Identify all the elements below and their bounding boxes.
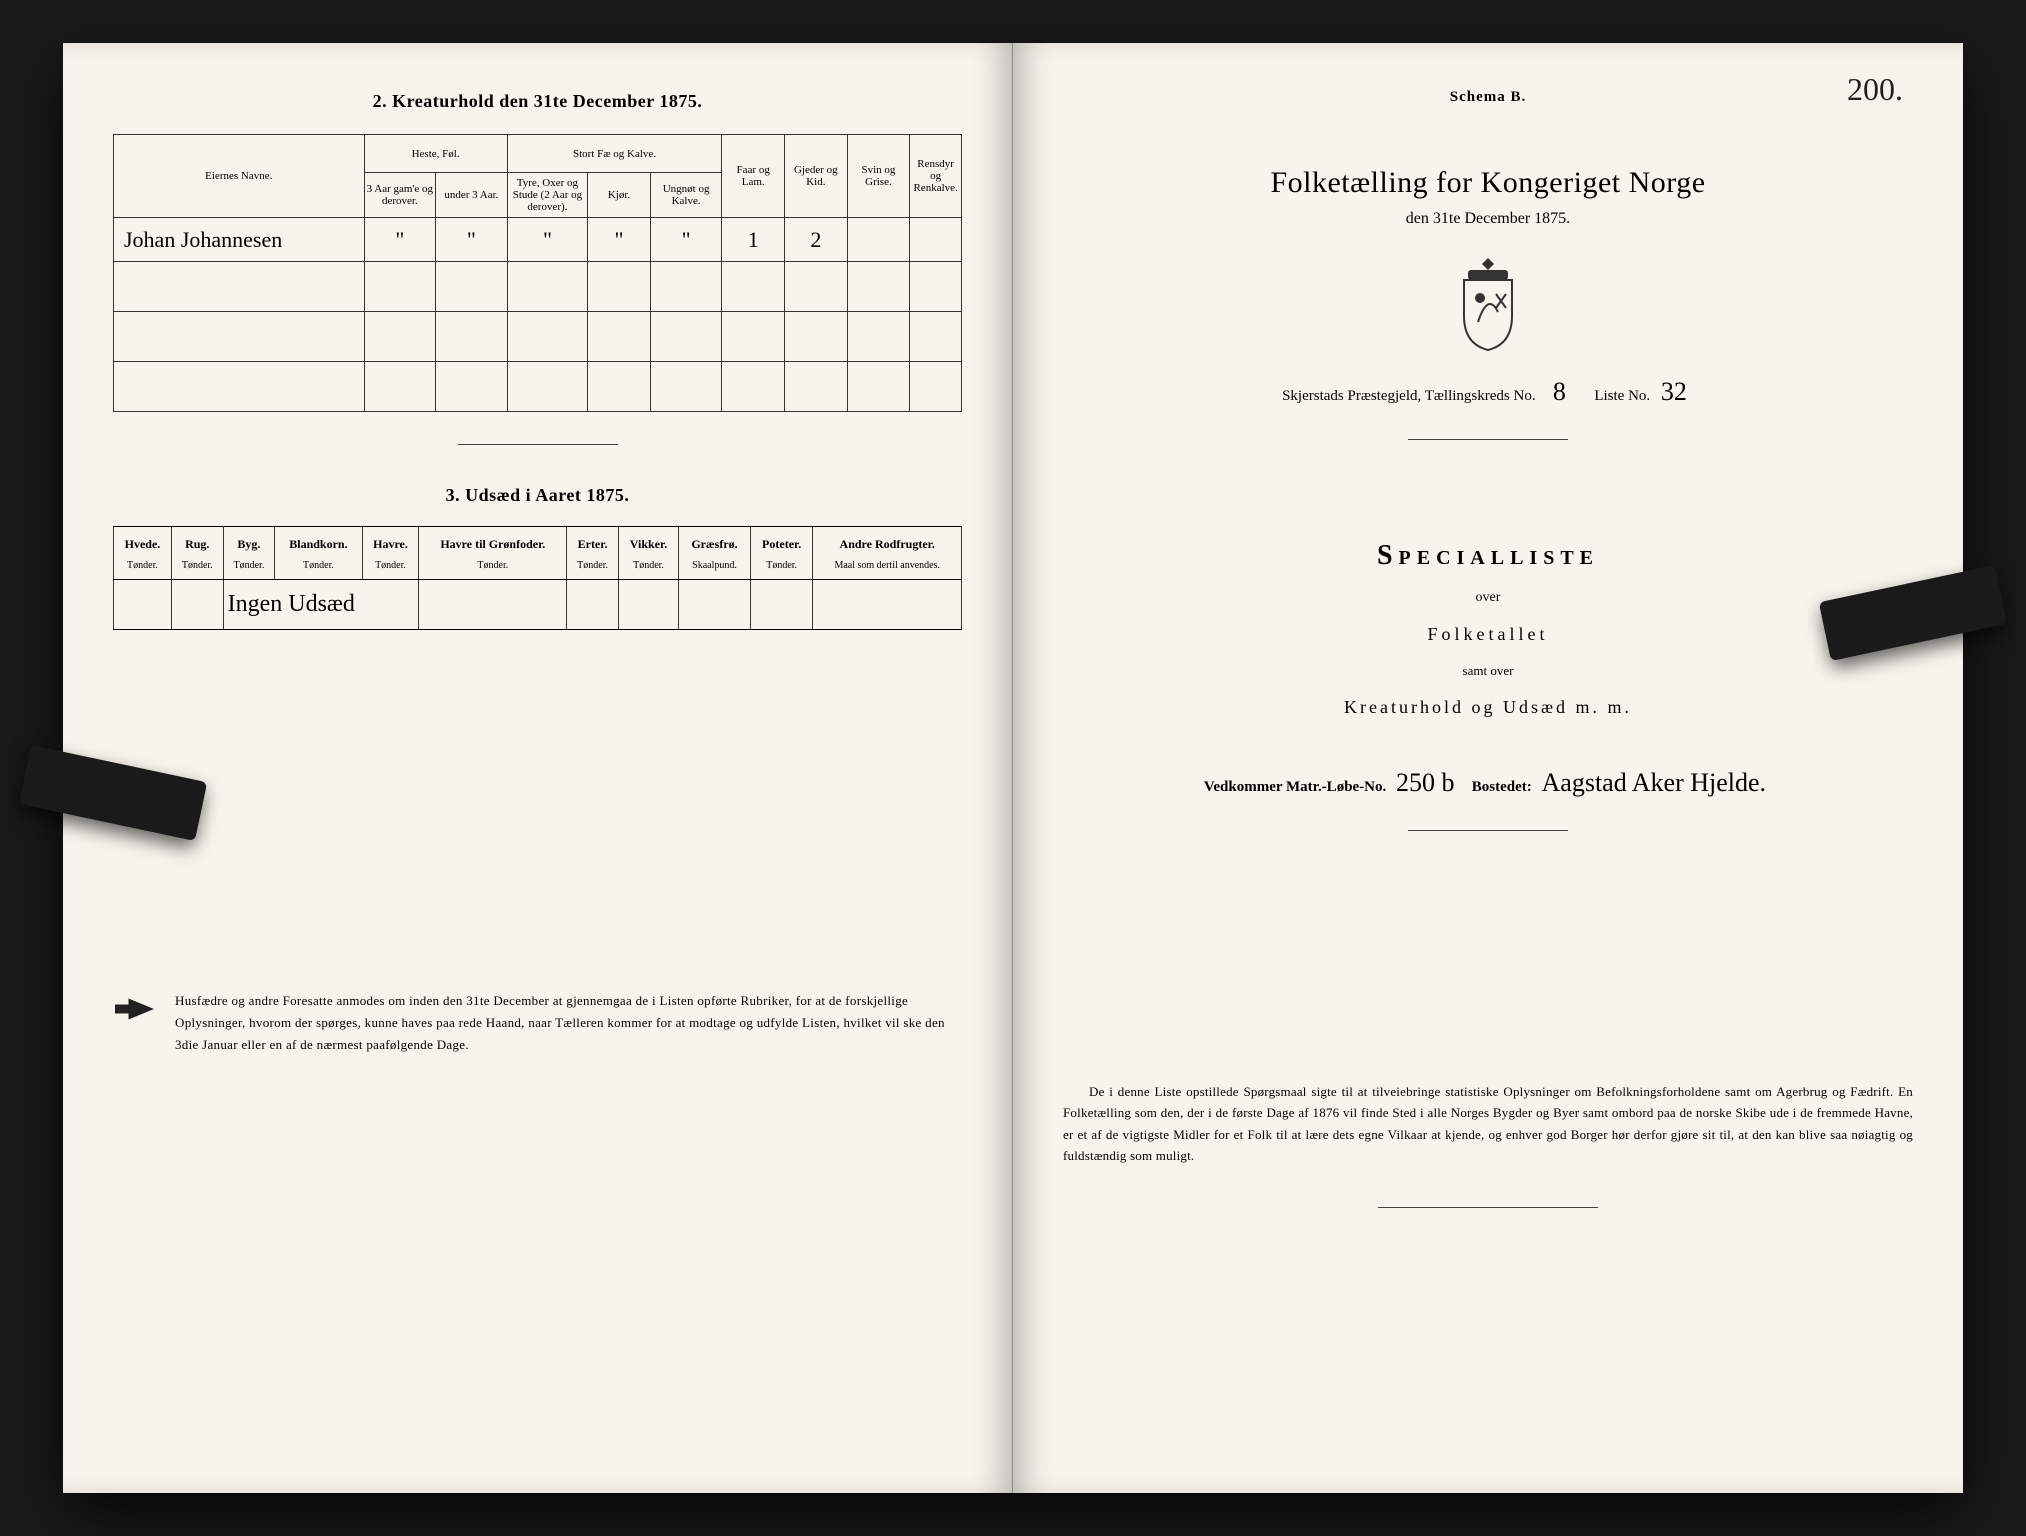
cell: " [364,218,436,262]
section3-title: 3. Udsæd i Aaret 1875. [113,485,962,506]
col: Poteter. [750,527,813,557]
kreatur-label: Kreaturhold og Udsæd m. m. [1063,697,1913,718]
cell [847,218,910,262]
vedk-val1: 250 b [1390,768,1461,797]
unit: Tønder. [362,556,419,580]
col-heste-group: Heste, Føl. [364,135,507,173]
table-row: Johan Johannesen " " " " " 1 2 [114,218,962,262]
vedk-val2: Aagstad Aker Hjelde. [1536,768,1773,797]
divider [1408,439,1568,440]
unit: Tønder. [114,556,172,580]
samt-label: samt over [1063,663,1913,679]
folketallet-label: Folketallet [1063,624,1913,645]
col: Græsfrø. [679,527,751,557]
table-row [114,312,962,362]
unit: Tønder. [171,556,223,580]
meta-line: Skjerstads Præstegjeld, Tællingskreds No… [1063,377,1913,407]
col-stort-b: Kjør. [588,173,651,218]
col: Erter. [567,527,619,557]
table-row: Ingen Udsæd [114,580,962,630]
cell-name: Johan Johannesen [114,218,365,262]
table-row [114,262,962,312]
husfaedre-text: Husfædre og andre Foresatte anmodes om i… [175,990,962,1056]
udsaed-value: Ingen Udsæd [223,580,419,630]
unit: Tønder. [750,556,813,580]
unit: Maal som dertil anvendes. [813,556,962,580]
census-subtitle: den 31te December 1875. [1063,210,1913,228]
bottom-paragraph: De i denne Liste opstillede Spørgsmaal s… [1063,1081,1913,1167]
divider [1408,830,1568,831]
unit: Tønder. [618,556,678,580]
cell: " [436,218,508,262]
col-stort-c: Ungnøt og Kalve. [650,173,722,218]
vedkommer-line: Vedkommer Matr.-Løbe-No. 250 b Bostedet:… [1063,768,1913,798]
table-row [114,362,962,412]
left-page: 2. Kreaturhold den 31te December 1875. E… [63,43,1013,1493]
right-page: 200. Schema B. Folketælling for Kongerig… [1013,43,1963,1493]
col-eier: Eiernes Navne. [114,135,365,218]
book-spread: 2. Kreaturhold den 31te December 1875. E… [63,43,1963,1493]
divider [458,444,618,445]
unit: Tønder. [567,556,619,580]
col-faar: Faar og Lam. [722,135,785,218]
col: Vikker. [618,527,678,557]
cell [910,218,962,262]
vedk-label1: Vedkommer Matr.-Løbe-No. [1204,779,1386,795]
udsaed-table: Hvede. Rug. Byg. Blandkorn. Havre. Havre… [113,526,962,630]
col-heste-b: under 3 Aar. [436,173,508,218]
cell: " [650,218,722,262]
col-stort-a: Tyre, Oxer og Stude (2 Aar og derover). [507,173,588,218]
meta-liste-label: Liste No. [1594,388,1650,404]
meta-kreds-value: 8 [1539,377,1579,407]
cell: 1 [722,218,785,262]
meta-prefix: Skjerstads Præstegjeld, Tællingskreds No… [1282,388,1535,404]
over-label: over [1063,590,1913,606]
vedk-label2: Bostedet: [1472,779,1532,795]
schema-label: Schema B. [1063,89,1913,106]
unit: Tønder. [275,556,362,580]
col-heste-a: 3 Aar gam'e og derover. [364,173,436,218]
divider [1378,1207,1598,1208]
meta-liste-value: 32 [1654,377,1694,407]
unit: Tønder. [419,556,567,580]
col-ren: Rensdyr og Renkalve. [910,135,962,218]
unit: Skaalpund. [679,556,751,580]
col: Byg. [223,527,275,557]
census-title: Folketælling for Kongeriget Norge [1063,166,1913,200]
husfaedre-note: Husfædre og andre Foresatte anmodes om i… [113,990,962,1056]
cell: 2 [785,218,848,262]
col: Havre. [362,527,419,557]
col-svin: Svin og Grise. [847,135,910,218]
col: Hvede. [114,527,172,557]
page-number: 200. [1847,71,1903,108]
col: Andre Rodfrugter. [813,527,962,557]
specialliste-heading: Specialliste [1063,540,1913,572]
col-gjed: Gjeder og Kid. [785,135,848,218]
col: Havre til Grønfoder. [419,527,567,557]
pointing-hand-icon [113,994,159,1031]
cell: " [588,218,651,262]
cell: " [507,218,588,262]
kreaturhold-table: Eiernes Navne. Heste, Føl. Stort Fæ og K… [113,134,962,412]
col: Rug. [171,527,223,557]
col: Blandkorn. [275,527,362,557]
coat-of-arms-icon [1063,252,1913,357]
section2-title: 2. Kreaturhold den 31te December 1875. [113,91,962,112]
col-stort-group: Stort Fæ og Kalve. [507,135,722,173]
unit: Tønder. [223,556,275,580]
